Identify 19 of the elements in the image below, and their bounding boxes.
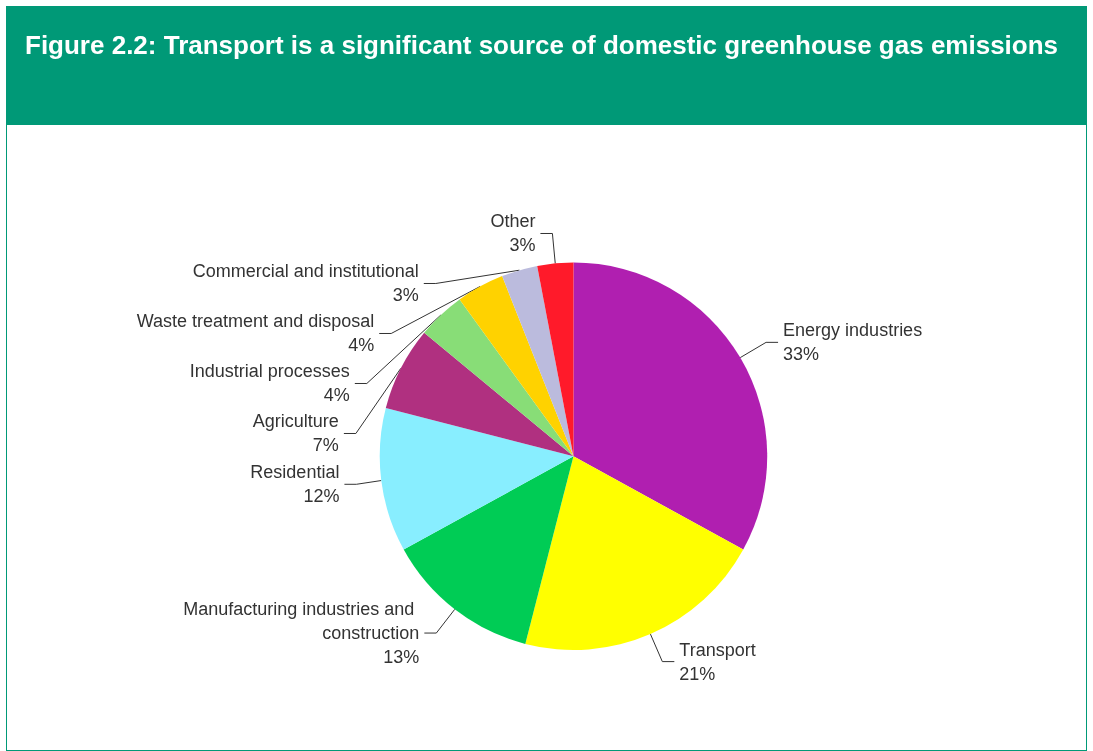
slice-label: Residential xyxy=(250,462,340,483)
data-label: 4% xyxy=(348,335,375,356)
slice-label: Transport xyxy=(679,639,756,660)
data-label: 7% xyxy=(312,435,339,456)
slice-label: Other xyxy=(490,211,536,232)
data-label: 13% xyxy=(383,647,420,668)
data-label: 12% xyxy=(303,486,340,507)
data-label: 4% xyxy=(323,385,350,406)
data-label: 33% xyxy=(783,344,820,365)
slice-label: Manufacturing industries and construction xyxy=(183,599,420,644)
chart-title: Figure 2.2: Transport is a significant source of domestic greenhouse gas emissions xyxy=(7,7,1086,125)
slice-label: Commercial and institutional xyxy=(192,261,419,282)
data-label: 3% xyxy=(392,285,419,306)
data-label: 21% xyxy=(679,663,716,684)
slice-label: Energy industries xyxy=(783,320,923,341)
slice-label: Industrial processes xyxy=(189,361,350,382)
data-label: 3% xyxy=(509,235,536,256)
slice-label: Waste treatment and disposal xyxy=(136,311,375,332)
slice-label: Agriculture xyxy=(252,411,339,432)
